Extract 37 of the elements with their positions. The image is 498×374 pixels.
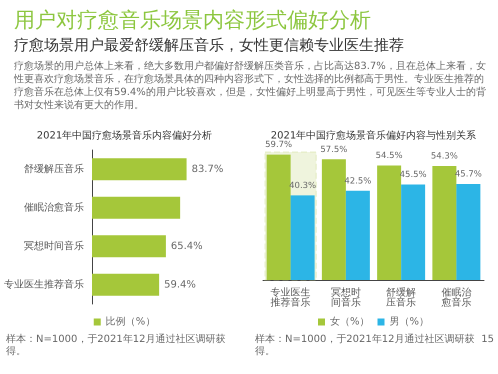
data-label: 83.7% bbox=[192, 164, 224, 175]
data-label: 59.7% bbox=[265, 140, 292, 150]
x-tick-label: 催眠治愈音乐 bbox=[440, 286, 472, 308]
bar bbox=[92, 196, 180, 219]
chart-title: 2021年中国疗愈场景音乐偏好内容与性别关系 bbox=[270, 130, 476, 142]
bar bbox=[322, 159, 346, 280]
data-label: 54.5% bbox=[376, 151, 403, 162]
y-tick-label: 舒缓解压音乐 bbox=[24, 162, 84, 175]
data-label: 59.4% bbox=[164, 279, 196, 290]
data-label: 54.3% bbox=[430, 151, 458, 162]
legend-label: 比例（%） bbox=[106, 316, 156, 328]
chart-title: 2021年中国疗愈场景音乐内容偏好分析 bbox=[36, 130, 212, 142]
bar bbox=[92, 274, 160, 296]
bar bbox=[456, 184, 480, 280]
bar bbox=[377, 166, 402, 280]
y-tick-label: 专业医生推荐音乐 bbox=[4, 278, 84, 290]
data-label: 57.5% bbox=[320, 144, 348, 155]
text: 样本：N=1000，于2021年12月通过社区调研获得。 bbox=[6, 334, 226, 358]
bar bbox=[92, 158, 187, 180]
bar bbox=[346, 190, 370, 280]
x-tick-label: 冥想时间音乐 bbox=[330, 286, 361, 308]
y-tick-label: 冥想时间音乐 bbox=[24, 240, 84, 252]
bar bbox=[290, 195, 315, 280]
text: 样本：N=1000，于2021年12月通过社区调研获得。 bbox=[255, 334, 476, 358]
legend-label: 女（%） bbox=[330, 316, 370, 328]
bar bbox=[92, 235, 166, 258]
text: 疗愈场景用户最爱舒缓解压音乐，女性更信赖专业医生推荐 bbox=[14, 36, 404, 55]
x-tick-label: 舒缓解压音乐 bbox=[386, 286, 416, 308]
bar bbox=[432, 166, 456, 280]
y-tick-label: 催眠治愈音乐 bbox=[24, 201, 84, 214]
text: 疗愈场景的用户总体上来看，绝大多数用户都偏好舒缓解压类音乐，占比高达83.7%，且在总体上来看，女性更喜欢疗愈场景音乐，在疗愈场景具体的四种内容形式下，女性选择的比例都高于男性。专业医生推荐的疗愈音乐在总体上仅有59.4%的用户比较喜欢，但是，女性偏好上明显高于男性，可见医生等专业人士的背书对女性来说有更大的作用。 bbox=[14, 60, 486, 112]
data-label: 65.4% bbox=[170, 240, 203, 252]
legend-label: 男（%） bbox=[390, 316, 430, 328]
text: 15 bbox=[481, 334, 494, 347]
x-tick-label: 专业医生推荐音乐 bbox=[270, 286, 311, 308]
bar bbox=[401, 184, 426, 280]
text: 用户对疗愈音乐场景内容形式偏好分析 bbox=[14, 7, 371, 34]
